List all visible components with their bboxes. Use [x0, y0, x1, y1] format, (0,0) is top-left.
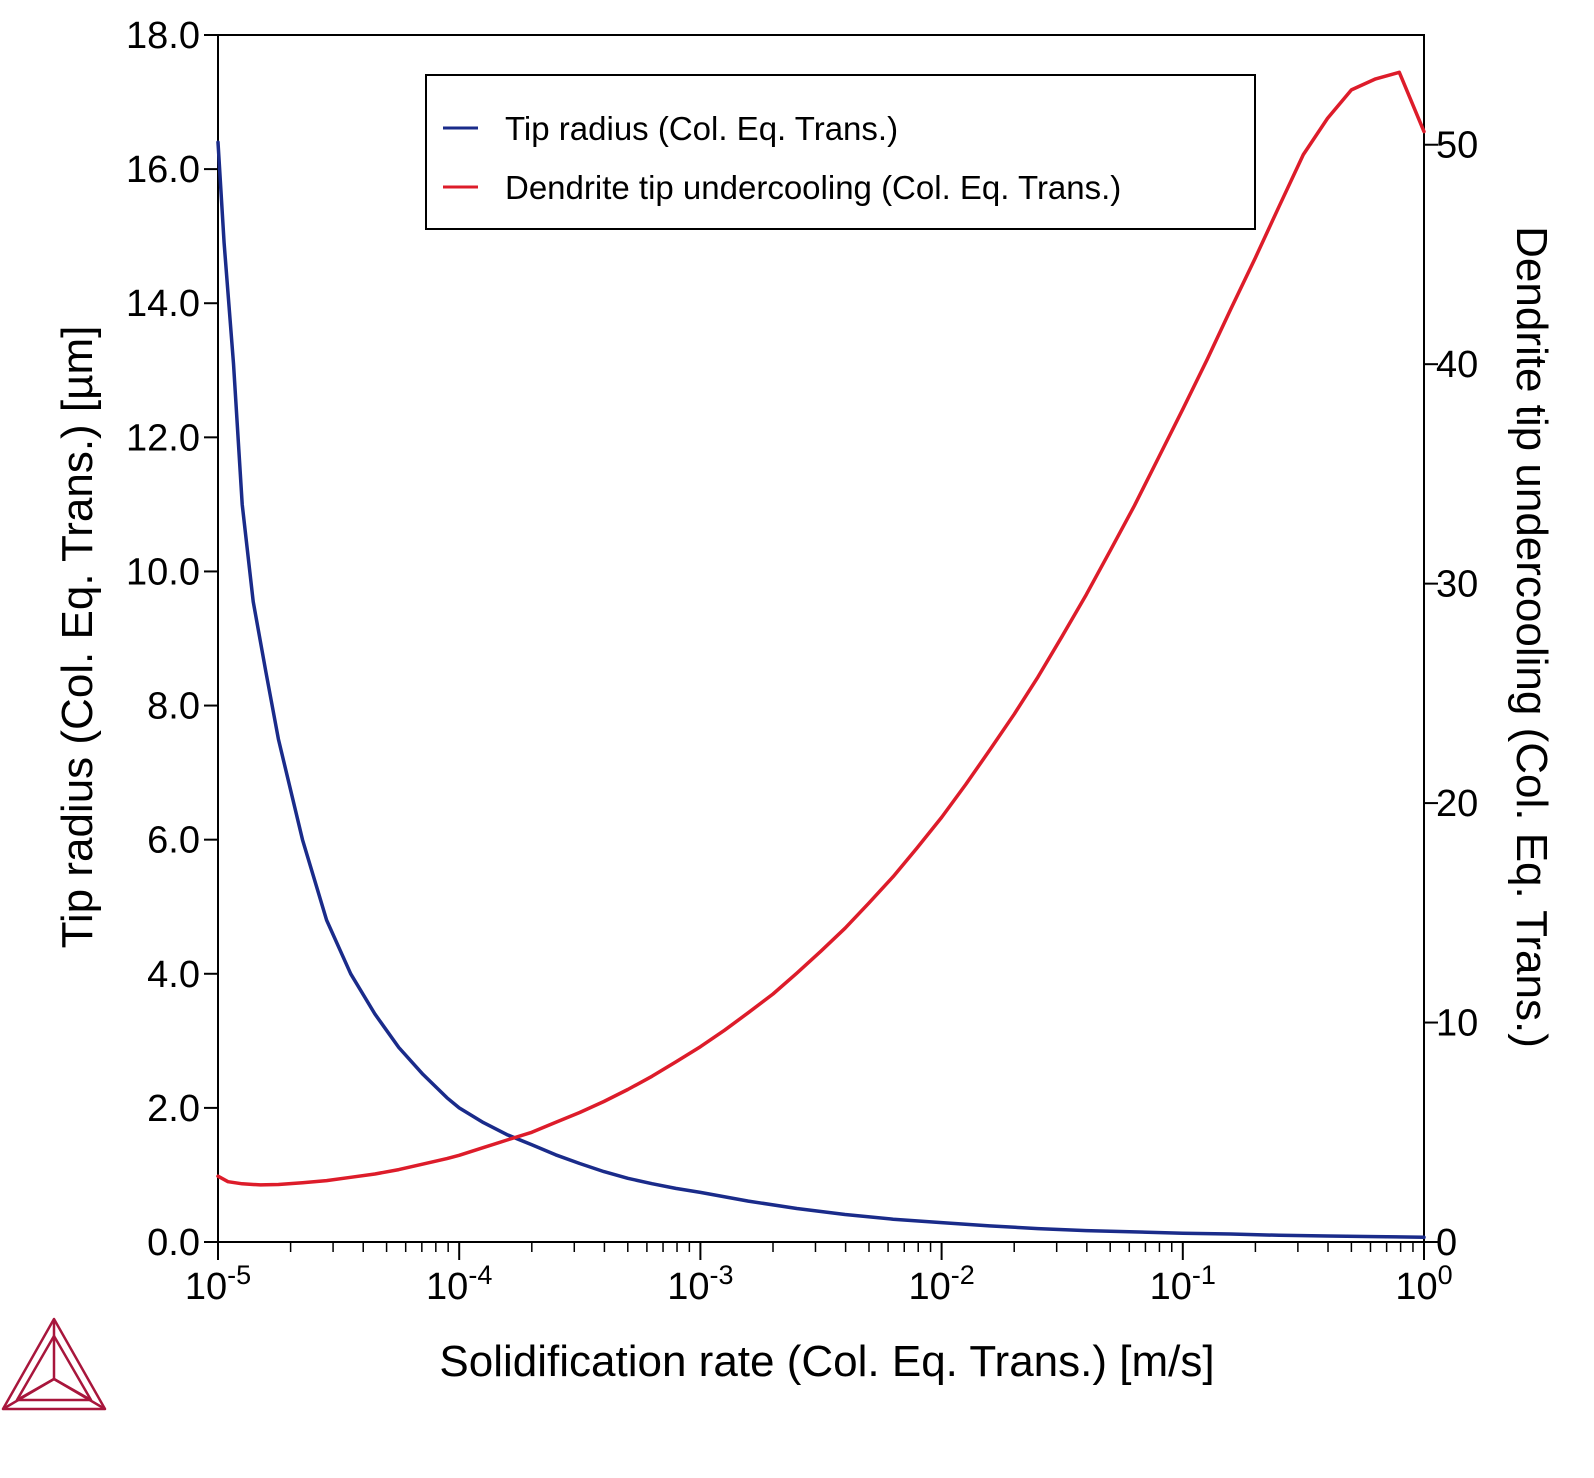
legend: Tip radius (Col. Eq. Trans.) Dendrite ti… — [425, 74, 1256, 230]
legend-box — [425, 74, 1256, 230]
legend-label-undercooling: Dendrite tip undercooling (Col. Eq. Tran… — [505, 169, 1121, 206]
y-left-ticks — [204, 34, 218, 1243]
y-right-ticks — [1424, 143, 1438, 1243]
y-right-tick-label: 10 — [1436, 1003, 1478, 1045]
y-left-tick-label: 16.0 — [126, 149, 200, 191]
logo-outer-triangle — [1, 1317, 107, 1411]
series-line-undercooling — [216, 70, 1426, 1187]
x-tick-label: 10-2 — [908, 1260, 974, 1308]
y-right-tick-label: 20 — [1436, 783, 1478, 825]
y-left-tick-label: 4.0 — [147, 954, 200, 996]
x-tick-label: 10-1 — [1150, 1260, 1216, 1308]
x-axis-title: Solidification rate (Col. Eq. Trans.) [m… — [439, 1337, 1214, 1386]
y-left-tick-label: 12.0 — [126, 417, 200, 459]
x-tick-label: 10-5 — [185, 1260, 251, 1308]
y-left-tick-label: 8.0 — [147, 686, 200, 728]
series-line-tip-radius — [216, 140, 1426, 1240]
y-right-tick-label: 50 — [1436, 125, 1478, 167]
x-minor-ticks — [289, 1242, 1414, 1252]
x-tick-label: 10-3 — [667, 1260, 733, 1308]
y-left-tick-label: 18.0 — [126, 15, 200, 57]
y-left-tick-label: 2.0 — [147, 1088, 200, 1130]
y-left-tick-label: 10.0 — [126, 551, 200, 593]
x-tick-labels: 10-5 10-4 10-3 10-2 10-1 100 — [185, 1260, 1453, 1308]
y-axis-title-right: Dendrite tip undercooling (Col. Eq. Tran… — [1507, 226, 1556, 1048]
y-left-tick-label: 6.0 — [147, 820, 200, 862]
series-layer — [216, 70, 1426, 1240]
y-right-tick-label: 30 — [1436, 564, 1478, 606]
logo-inner-right — [53, 1377, 92, 1402]
y-right-tick-label: 40 — [1436, 344, 1478, 386]
plot-frame — [217, 34, 1425, 1243]
thermo-calc-logo — [1, 1317, 107, 1411]
y-axis-title-left: Tip radius (Col. Eq. Trans.) [µm] — [53, 326, 102, 949]
y-left-tick-label: 14.0 — [126, 283, 200, 325]
y-left-tick-label: 0.0 — [147, 1222, 200, 1264]
y-right-tick-labels: 0 10 20 30 40 50 — [1436, 125, 1478, 1264]
logo-inner-triangle — [15, 1334, 93, 1402]
y-left-tick-labels: 0.0 2.0 4.0 6.0 8.0 10.0 12.0 14.0 16.0 18.0 — [126, 15, 200, 1264]
y-right-tick-label: 0 — [1436, 1222, 1457, 1264]
legend-label-tip-radius: Tip radius (Col. Eq. Trans.) — [505, 110, 898, 147]
logo-inner-left — [16, 1377, 55, 1402]
x-major-ticks — [217, 1242, 1425, 1260]
x-tick-label: 10-4 — [426, 1260, 492, 1308]
x-tick-label: 100 — [1395, 1260, 1452, 1308]
